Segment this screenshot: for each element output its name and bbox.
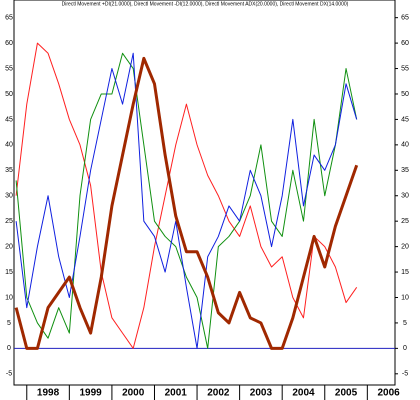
y-tick-label-right: 60 xyxy=(401,40,409,47)
x-tick-label: 2000 xyxy=(122,388,145,399)
plot-frame xyxy=(13,0,396,386)
y-tick-label: 10 xyxy=(5,294,13,301)
y-tick-label: 15 xyxy=(5,269,13,276)
y-tick-label-right: 25 xyxy=(401,218,409,225)
series-line xyxy=(14,56,359,350)
y-tick-label-right: 0 xyxy=(403,345,407,352)
y-tick-label: 5 xyxy=(7,320,11,327)
y-tick-label-right: 45 xyxy=(401,116,409,123)
y-tick-label-right: 50 xyxy=(401,91,409,98)
y-tick-label: 45 xyxy=(5,116,13,123)
x-tick-label: 2003 xyxy=(250,388,273,399)
y-tick-label: 40 xyxy=(5,142,13,149)
x-tick-label: 2006 xyxy=(377,388,400,399)
x-tick-label: 1998 xyxy=(37,388,60,399)
series-line xyxy=(15,42,358,349)
chart-title: Directl Movement +DI(21.0000), Directl M… xyxy=(62,1,349,7)
y-tick-label: -5 xyxy=(6,371,12,378)
y-tick-label-right: 10 xyxy=(401,294,409,301)
y-tick-label-right: -5 xyxy=(402,371,408,378)
y-tick-label-right: 30 xyxy=(401,193,409,200)
y-tick-label-right: 5 xyxy=(403,320,407,327)
series-line xyxy=(15,52,358,349)
y-tick-label: 35 xyxy=(5,167,13,174)
y-tick-label: 25 xyxy=(5,218,13,225)
y-tick-label: 30 xyxy=(5,193,13,200)
x-tick-label: 2001 xyxy=(165,388,188,399)
y-tick-label: 65 xyxy=(5,15,13,22)
y-tick-label-right: 15 xyxy=(401,269,409,276)
y-tick-label-right: 55 xyxy=(401,65,409,72)
x-tick-label: 1999 xyxy=(80,388,103,399)
y-tick-label-right: 65 xyxy=(401,15,409,22)
y-tick-label: 20 xyxy=(5,243,13,250)
y-tick-label: 55 xyxy=(5,65,13,72)
y-tick-label: 50 xyxy=(5,91,13,98)
y-tick-label: 60 xyxy=(5,40,13,47)
y-tick-label-right: 40 xyxy=(401,142,409,149)
y-tick-label-right: 20 xyxy=(401,243,409,250)
x-tick-label: 2002 xyxy=(207,388,230,399)
x-tick-label: 2005 xyxy=(335,388,358,399)
y-tick-label-right: 35 xyxy=(401,167,409,174)
x-tick-label: 2004 xyxy=(292,388,315,399)
y-tick-label: 0 xyxy=(7,345,11,352)
